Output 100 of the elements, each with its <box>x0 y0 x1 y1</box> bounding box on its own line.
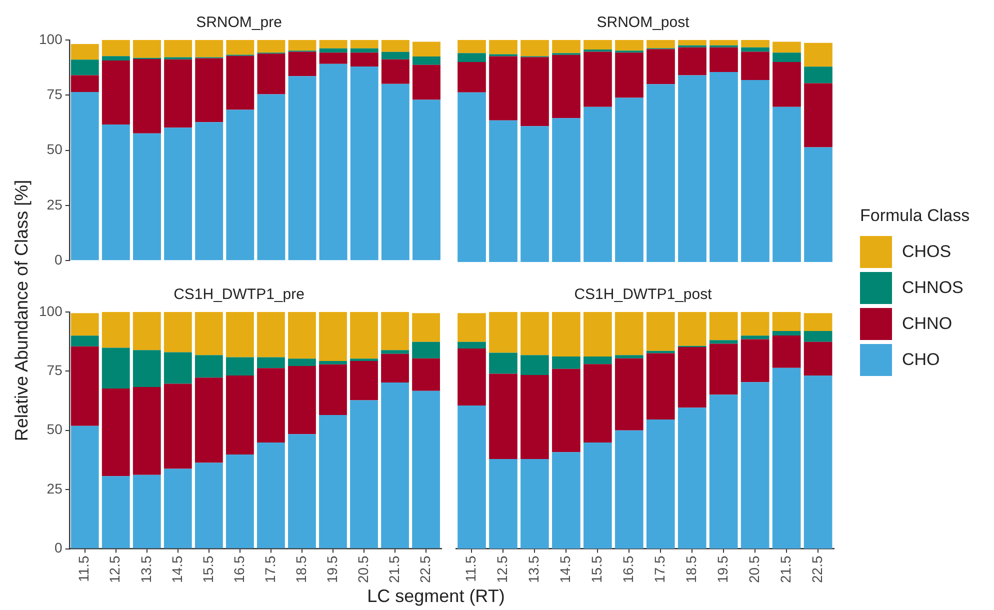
bar <box>257 54 286 94</box>
bar <box>458 40 486 54</box>
bar <box>772 368 801 549</box>
bar <box>194 378 223 463</box>
bar <box>552 54 580 118</box>
x-tick-label: 16.5 <box>620 556 636 583</box>
bar <box>552 40 580 54</box>
bar <box>520 374 549 460</box>
bar <box>226 454 254 548</box>
bar <box>552 118 580 262</box>
bar <box>552 356 580 369</box>
bar <box>741 40 770 48</box>
bar <box>257 312 285 358</box>
bar <box>288 358 316 366</box>
bar <box>257 368 285 442</box>
bar <box>646 312 675 351</box>
x-tick-label: 16.5 <box>230 556 247 583</box>
y-tick-label: 0 <box>54 540 63 556</box>
bar <box>412 342 440 358</box>
y-tick-label: 100 <box>39 302 63 319</box>
bar <box>350 52 378 66</box>
bar <box>678 312 706 346</box>
bar <box>584 442 612 549</box>
x-tick-label: 19.5 <box>714 556 730 583</box>
bar <box>257 94 286 260</box>
bar <box>319 414 347 548</box>
bar <box>741 80 770 262</box>
bar <box>615 40 644 51</box>
legend-title: Formula Class <box>860 206 970 226</box>
x-tick-label: 18.5 <box>292 556 309 583</box>
x-tick-label: 14.5 <box>168 556 185 583</box>
bar <box>741 47 770 52</box>
bar <box>194 462 223 548</box>
bar <box>102 60 130 124</box>
bar <box>584 356 612 364</box>
x-tick-label: 17.5 <box>651 556 668 583</box>
bar <box>710 72 738 262</box>
bar <box>381 52 410 60</box>
x-tick-label: 13.5 <box>138 556 154 583</box>
x-tick-label: 15.5 <box>200 556 216 583</box>
chart-title: SRNOM_pre <box>196 14 282 32</box>
bar <box>412 358 440 391</box>
bar <box>552 312 580 357</box>
bar <box>226 375 254 455</box>
bar <box>319 52 348 64</box>
bar <box>132 474 161 548</box>
bar <box>288 312 316 359</box>
bar <box>520 312 549 356</box>
bar <box>552 452 580 549</box>
bar <box>132 312 161 350</box>
bar <box>412 100 440 260</box>
bar <box>319 364 347 415</box>
x-tick-label: 12.5 <box>494 556 510 583</box>
bar <box>678 347 706 408</box>
bar <box>584 312 612 357</box>
bar <box>678 408 706 549</box>
bar <box>772 42 801 53</box>
bar <box>350 361 378 400</box>
bar <box>226 357 254 376</box>
bar <box>458 313 486 342</box>
bar <box>195 40 224 58</box>
y-tick-label: 50 <box>46 421 63 438</box>
chart-title: CS1H_DWTP1_post <box>574 286 713 304</box>
bar <box>102 348 130 388</box>
x-tick-label: 20.5 <box>354 556 371 583</box>
bar <box>102 476 130 548</box>
bar <box>489 56 518 120</box>
x-tick-label: 22.5 <box>808 556 825 583</box>
bar <box>381 382 409 548</box>
y-tick-label: 75 <box>46 86 63 102</box>
bar <box>710 47 738 72</box>
bar <box>614 358 644 430</box>
bar <box>381 59 410 84</box>
x-tick-label: 11.5 <box>76 556 92 582</box>
bar <box>615 98 644 262</box>
bar <box>350 48 378 53</box>
bar <box>257 442 285 548</box>
x-tick-label: 17.5 <box>262 556 278 583</box>
y-tick-label: 25 <box>46 196 63 212</box>
bar <box>226 110 254 260</box>
bar <box>709 312 738 340</box>
bar <box>458 406 486 549</box>
bar <box>133 58 161 134</box>
bar <box>70 75 99 92</box>
bar <box>412 64 440 100</box>
bar <box>520 126 549 262</box>
bar <box>458 348 486 406</box>
bar <box>194 312 223 356</box>
bar <box>458 342 486 348</box>
bar <box>132 350 161 388</box>
x-tick-label: 21.5 <box>777 556 794 583</box>
bar <box>740 336 770 340</box>
bar <box>350 358 378 362</box>
bar <box>646 40 675 48</box>
bar <box>195 122 224 260</box>
bar <box>381 84 410 260</box>
bar <box>195 58 224 122</box>
bar <box>226 56 254 110</box>
bar <box>288 40 316 51</box>
bar <box>319 48 348 53</box>
